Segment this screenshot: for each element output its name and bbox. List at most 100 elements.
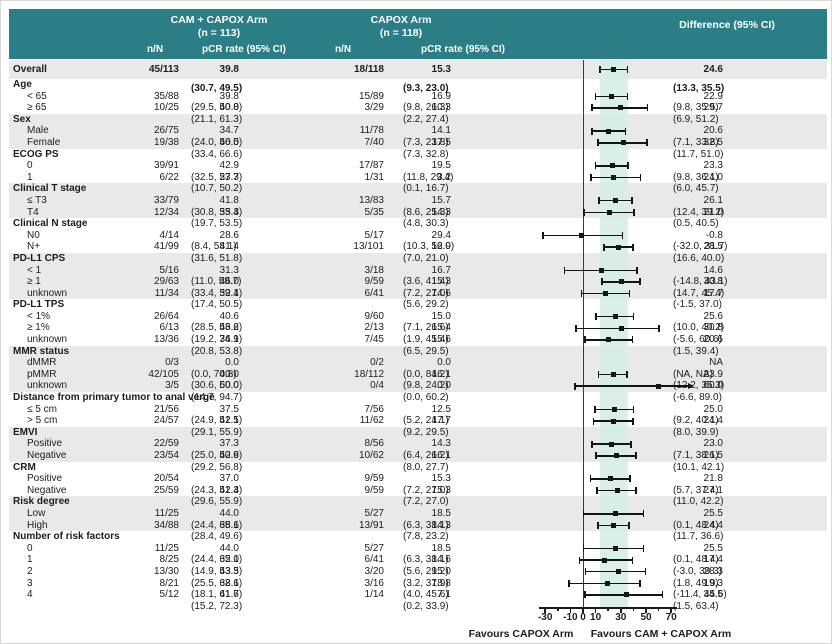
- arm1-nN-value: 13/36: [153, 334, 179, 346]
- arm2-pcr-rate: 16.9 (9.8, 26.3): [399, 91, 531, 114]
- difference-ci: (-14.8, 43.1): [673, 276, 728, 288]
- difference-ci: (9.8, 35.5): [673, 102, 719, 114]
- row-label: High: [27, 519, 48, 531]
- arm1-pcr-rate: 60.0 (14.7, 94.7): [187, 380, 319, 403]
- ci-right-cap: [626, 66, 629, 73]
- difference-estimate: 27.1: [703, 484, 723, 496]
- ci-line: [584, 594, 663, 596]
- point-estimate-marker: [579, 233, 585, 239]
- arm1-rate-ci: (19.2, 74.9): [191, 334, 243, 346]
- arm1-rate-value: 42.6: [219, 450, 239, 461]
- ci-left-cap: [589, 475, 592, 483]
- arm1-nN-value: 39/91: [153, 160, 179, 172]
- difference-estimate: 26.5: [703, 450, 723, 461]
- arm1-rate-value: 42.9: [219, 160, 239, 172]
- point-estimate-marker: [598, 267, 604, 273]
- difference-estimate: 28.5: [703, 241, 723, 253]
- row-label: CRM: [13, 461, 36, 473]
- difference-value: 24.6 (13.3, 35.5): [669, 60, 827, 98]
- arm1-rate-ci: (15.2, 72.3): [191, 600, 243, 612]
- arm2-rate-value: 12.5: [431, 403, 451, 415]
- point-estimate-marker: [602, 290, 608, 296]
- row-label: > 5 cm: [27, 415, 58, 427]
- difference-estimate: 20.6: [703, 334, 723, 346]
- arm2-pcr-rate: 15.3 (7.2, 27.0): [399, 485, 531, 508]
- arm1-nN-value: 11/34: [154, 287, 179, 299]
- arm2-rate-value: 16.1: [431, 450, 451, 461]
- arm2-rate-value: 15.6: [431, 334, 451, 346]
- arm1-rate-ci: (24.3, 51.3): [191, 484, 243, 496]
- difference-estimate: 29.7: [703, 102, 723, 114]
- difference-ci: (-6.6, 89.0): [673, 392, 722, 404]
- row-label: Sex: [13, 113, 31, 125]
- group-header-row: Clinical T stage: [1, 183, 831, 195]
- arm1-rate-value: 31.3: [219, 264, 239, 276]
- arm1-rate-value: 41.8: [219, 194, 239, 206]
- ci-left-cap: [582, 545, 585, 553]
- point-estimate-marker: [609, 93, 615, 99]
- arm1-rate-value: 37.3: [219, 438, 239, 450]
- difference-ci: (7.1, 33.8): [673, 136, 719, 148]
- difference-estimate: 30.8: [703, 322, 723, 334]
- arm2-rate-value: 15.7: [431, 194, 451, 206]
- difference-ci: (7.1, 38.1): [673, 450, 719, 461]
- arm1-rate-ci: (33.4, 66.6): [191, 148, 243, 160]
- difference-estimate: 20.6: [703, 125, 723, 137]
- minor-tick: [557, 607, 559, 611]
- difference-ci: (-32.0, 31.7): [673, 241, 728, 253]
- arm2-nN-value: 1/14: [364, 589, 384, 601]
- arm2-nN-value: 6/41: [364, 287, 384, 299]
- arm2-pcr-rate: 19.5 (11.8, 29.4): [399, 160, 531, 183]
- difference-value: 28.3 (1.8, 49.9): [669, 566, 827, 589]
- arm2-pcr-rate: 7.1 (0.2, 33.9): [399, 589, 531, 612]
- ci-line: [574, 385, 688, 387]
- difference-value: 34.5 (1.5, 63.4): [669, 589, 827, 612]
- arm1-rate-ci: (33.4, 59.1): [191, 287, 243, 299]
- difference-ci: (-3.0, 39.3): [673, 565, 722, 577]
- data-row: < 1% 26/64 40.6 (28.5, 53.6) 9/60 15.0 (7.1, 2…: [1, 311, 831, 334]
- difference-ci: (12.2, 35.3): [673, 380, 725, 392]
- point-estimate-marker: [619, 325, 625, 331]
- point-estimate-marker: [612, 546, 618, 552]
- arm1-nN-value: 6/22: [159, 171, 179, 183]
- arm2-rate-value: 7.1: [437, 589, 451, 601]
- difference-ci: (10.0, 40.2): [673, 322, 725, 334]
- group-header-row: PD-L1 TPS: [1, 299, 831, 311]
- ci-right-cap: [639, 174, 642, 182]
- arm1-rate-ci: (14.9, 53.5): [191, 565, 243, 577]
- difference-ci: (11.7, 51.0): [673, 148, 724, 160]
- ci-left-cap: [584, 336, 586, 344]
- row-label: < 1: [27, 264, 42, 276]
- arm1-rate-value: 39.8: [219, 64, 239, 75]
- arm1-pcr-rate: 27.3 (10.7, 50.2): [187, 172, 319, 195]
- difference-ci: (10.1, 42.1): [673, 461, 725, 473]
- arm1-pcr-rate: 36.1 (20.8, 53.8): [187, 334, 319, 357]
- arm2-rate-ci: (8.0, 27.7): [403, 461, 449, 473]
- data-row: ≤ T3 33/79 41.8 (30.8, 53.4) 13/83 15.7 (8.6, …: [1, 194, 831, 218]
- difference-estimate: 32.5: [703, 136, 723, 148]
- arm1-nN-value: 26/75: [153, 125, 179, 137]
- difference-estimate: 17.4: [703, 554, 723, 566]
- arm2-rate-ci: (7.3, 32.8): [403, 148, 449, 160]
- row-label: unknown: [27, 380, 68, 392]
- arm1-rate-ci: (30.7, 49.5): [191, 83, 243, 94]
- arm1-rate-value: 37.5: [219, 403, 239, 415]
- arm1-pcr-rate: 39.8 (30.7, 49.5): [187, 60, 319, 98]
- arm2-nN-value: 0/4: [370, 380, 384, 392]
- arm2-pcr-rate: 10.3 (2.2, 27.4): [399, 102, 531, 125]
- difference-value: 32.5 (11.7, 51.0): [669, 137, 827, 160]
- row-label: 0: [27, 542, 33, 554]
- row-label: ≥ 1: [27, 276, 41, 288]
- ci-right-cap: [626, 92, 629, 100]
- arm1-rate-ci: (25.5, 62.6): [191, 577, 243, 589]
- point-estimate-marker: [612, 406, 617, 412]
- group-header-row: Age: [1, 79, 831, 91]
- row-label: Number of risk factors: [13, 531, 120, 543]
- arm2-pcr-rate: 17.5 (7.3, 32.8): [399, 137, 531, 160]
- arm2-nN-value: 11/78: [359, 125, 384, 137]
- difference-value: 30.8 (14.7, 45.4): [669, 276, 827, 299]
- arm2-nN-value: 11/62: [359, 415, 384, 427]
- ci-left-cap: [594, 162, 597, 170]
- arm2-pcr-rate: 14.3 (7.8, 23.2): [399, 520, 531, 543]
